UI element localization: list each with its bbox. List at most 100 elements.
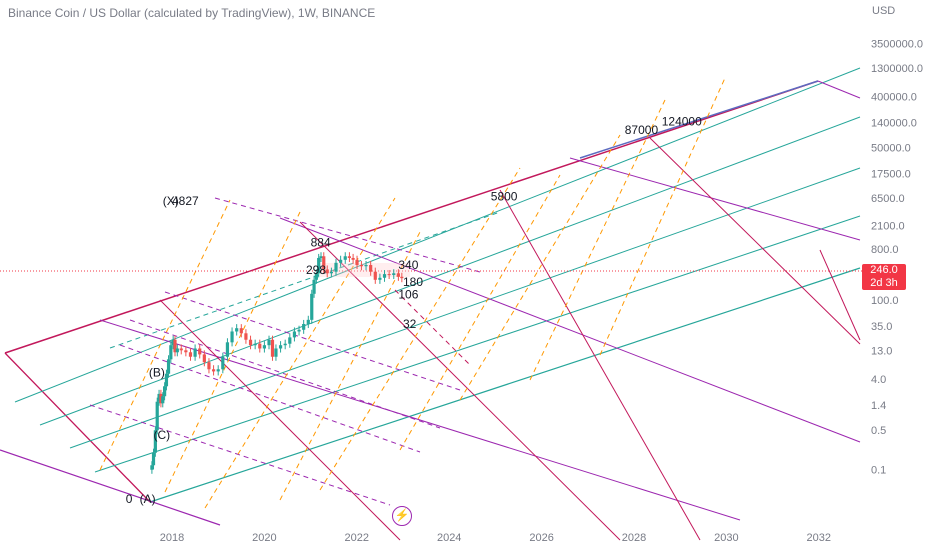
candle-body bbox=[339, 259, 343, 263]
candle-body bbox=[359, 265, 364, 267]
candle-body bbox=[155, 401, 159, 431]
candle-body bbox=[175, 348, 179, 353]
last-price-badge: 246.0 2d 3h bbox=[862, 264, 906, 290]
y-tick-label: 6500.0 bbox=[871, 193, 905, 205]
candle-body bbox=[159, 393, 163, 404]
candle-body bbox=[235, 328, 239, 332]
purple-dashed-2 bbox=[164, 291, 461, 391]
wave-annotation: 884 bbox=[311, 235, 331, 249]
y-axis: 3500000.0 1300000.0 400000.0 140000.0 50000.… bbox=[871, 39, 923, 477]
candle-body bbox=[153, 430, 157, 453]
candle-body bbox=[179, 348, 183, 351]
x-axis: 2018 2020 2022 2024 2026 2028 2030 2032 bbox=[160, 532, 831, 544]
candle-body bbox=[306, 319, 310, 324]
wave-annotation: (C) bbox=[154, 428, 171, 442]
y-tick-label: 3500000.0 bbox=[871, 39, 923, 51]
x-tick-label: 2030 bbox=[714, 532, 738, 544]
candle-body bbox=[392, 273, 396, 275]
y-tick-label: 13.0 bbox=[871, 345, 892, 357]
candle-body bbox=[325, 269, 329, 274]
currency-label: USD bbox=[872, 5, 896, 17]
price-highlight-box bbox=[320, 263, 410, 277]
candle-body bbox=[369, 265, 373, 272]
candle-body bbox=[396, 273, 400, 277]
orange-dashed-9 bbox=[599, 77, 726, 356]
candle-body bbox=[288, 337, 292, 344]
candle-body bbox=[157, 393, 161, 402]
wave-annotation: 5800 bbox=[491, 190, 518, 204]
candle-body bbox=[317, 257, 321, 274]
orange-dashed-5 bbox=[319, 167, 521, 491]
candle-body bbox=[193, 348, 197, 357]
candle-body bbox=[382, 274, 387, 278]
wave-annotation: (X) bbox=[163, 194, 179, 208]
candle-body bbox=[221, 356, 225, 370]
orange-dashed-3 bbox=[204, 197, 396, 509]
wave-annotation: (B) bbox=[149, 365, 165, 379]
pink-line-4 bbox=[649, 137, 861, 345]
wave-annotation: 298 bbox=[306, 263, 326, 277]
purple-dashed-5 bbox=[89, 404, 391, 506]
candle-body bbox=[355, 259, 359, 266]
teal-dashed-line bbox=[109, 211, 501, 349]
channel-top-line-blue bbox=[579, 80, 819, 159]
wave-annotation: 180 bbox=[403, 275, 423, 289]
x-tick-label: 2018 bbox=[160, 532, 184, 544]
bar-countdown: 2d 3h bbox=[870, 277, 898, 289]
pink-line-1 bbox=[159, 299, 401, 541]
purple-line-2 bbox=[569, 157, 861, 241]
candle-body bbox=[283, 343, 287, 346]
x-tick-label: 2032 bbox=[807, 532, 831, 544]
wave-annotation: 32 bbox=[403, 317, 417, 331]
y-tick-label: 17500.0 bbox=[871, 169, 911, 181]
candle-body bbox=[161, 396, 165, 404]
x-tick-label: 2022 bbox=[345, 532, 369, 544]
candle-body bbox=[343, 256, 347, 260]
candle-body bbox=[310, 293, 314, 320]
y-tick-label: 4.0 bbox=[871, 374, 886, 386]
wave-annotation: 124000 bbox=[662, 114, 702, 128]
candle-body bbox=[387, 274, 391, 276]
candle-body bbox=[166, 359, 171, 374]
drawing-layer bbox=[0, 67, 862, 541]
candle-body bbox=[163, 386, 167, 397]
purple-line-1 bbox=[279, 217, 861, 443]
candle-body bbox=[329, 271, 333, 274]
last-price-value: 246.0 bbox=[870, 264, 898, 276]
x-tick-label: 2020 bbox=[252, 532, 276, 544]
price-series bbox=[150, 252, 404, 474]
wave-annotation: 0 bbox=[126, 492, 133, 506]
y-tick-label: 800.0 bbox=[871, 244, 899, 256]
y-tick-label: 0.5 bbox=[871, 425, 886, 437]
candle-body bbox=[207, 362, 211, 370]
candle-body bbox=[184, 350, 188, 353]
pink-line-5 bbox=[819, 249, 861, 341]
lightning-icon[interactable]: ⚡ bbox=[392, 506, 412, 526]
y-tick-label: 140000.0 bbox=[871, 117, 917, 129]
candle-body bbox=[150, 465, 154, 470]
purple-line-3 bbox=[817, 80, 861, 99]
purple-dashed-1 bbox=[214, 197, 481, 273]
candle-body bbox=[211, 369, 216, 372]
candle-body bbox=[347, 256, 352, 258]
y-tick-label: 100.0 bbox=[871, 295, 899, 307]
candle-body bbox=[225, 342, 230, 357]
candle-body bbox=[378, 277, 382, 280]
candle-body bbox=[270, 339, 275, 357]
candle-body bbox=[202, 354, 206, 363]
y-tick-label: 2100.0 bbox=[871, 221, 905, 233]
candle-body bbox=[274, 348, 278, 357]
candle-body bbox=[278, 345, 283, 349]
candle-body bbox=[351, 257, 355, 260]
wave-annotation: 340 bbox=[398, 258, 418, 272]
purple-dashed-4 bbox=[119, 344, 421, 453]
candle-body bbox=[322, 256, 326, 270]
candle-body bbox=[173, 339, 177, 353]
channel-left-line bbox=[4, 352, 151, 503]
candle-body bbox=[230, 331, 234, 343]
candle-body bbox=[319, 256, 323, 258]
y-tick-label: 50000.0 bbox=[871, 143, 911, 155]
candle-body bbox=[248, 339, 253, 346]
candle-body bbox=[314, 273, 318, 280]
